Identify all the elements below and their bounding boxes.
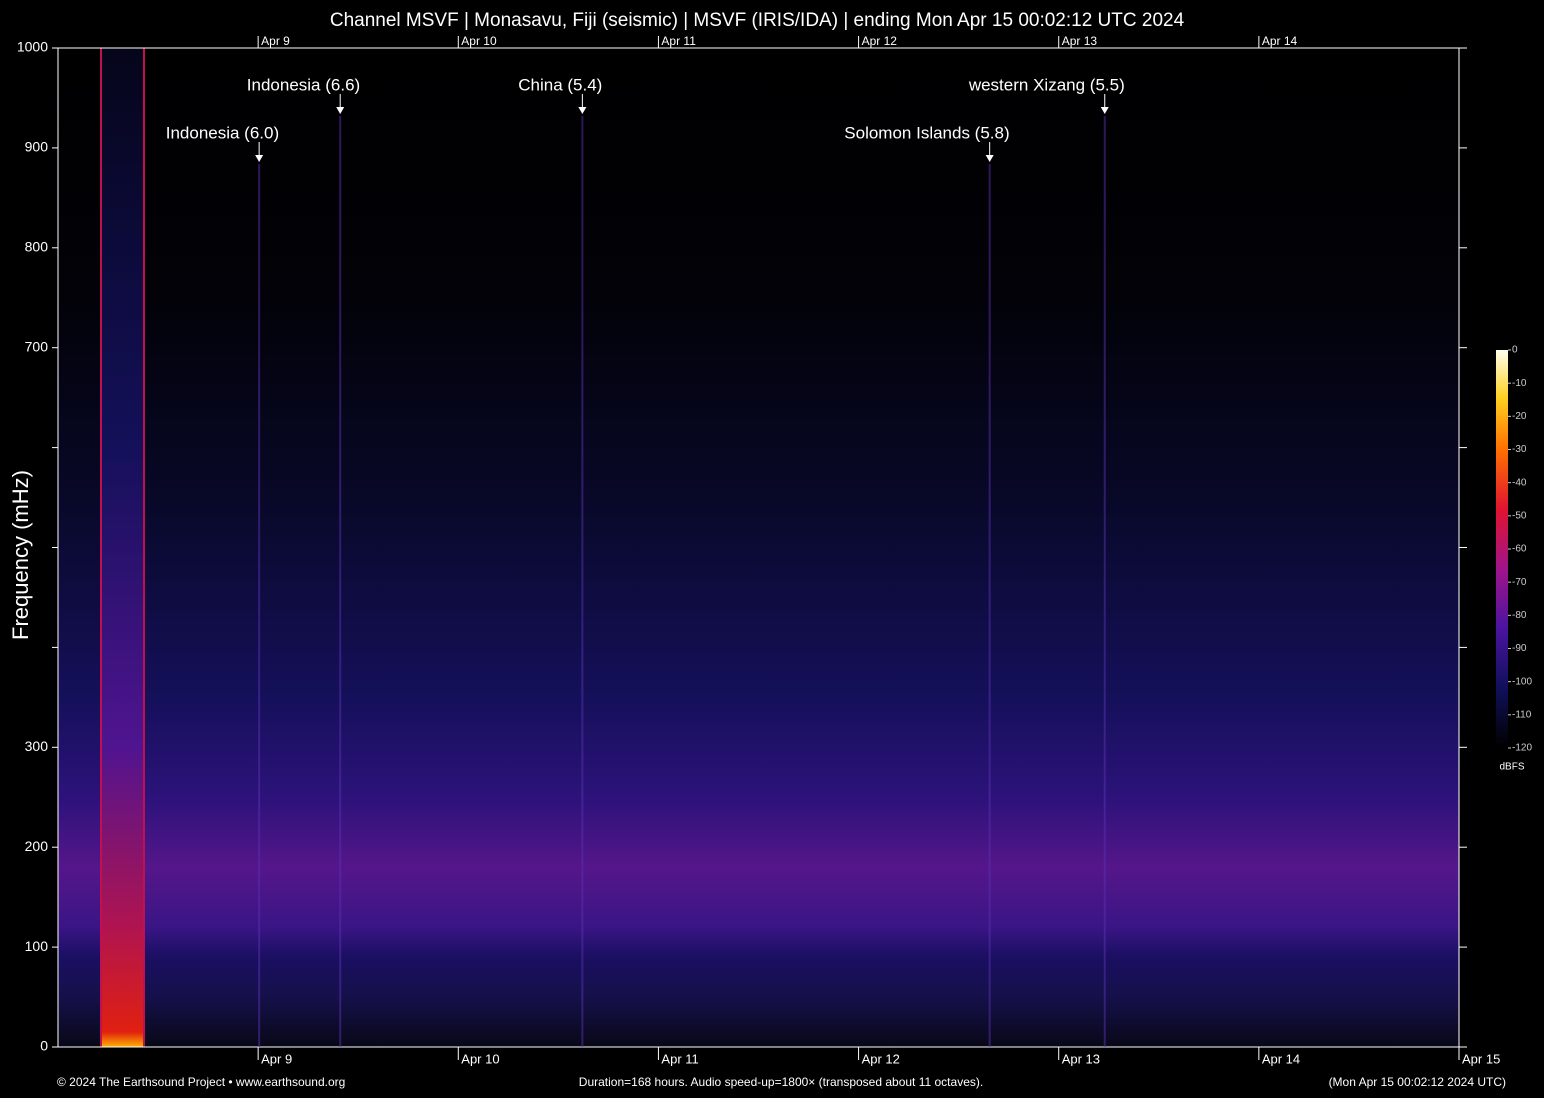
annotation-arrowhead [1100, 107, 1109, 114]
annotation: Indonesia (6.0) [166, 123, 279, 142]
x-tick-label-top: Apr 13 [1062, 34, 1098, 48]
footer-center: Duration=168 hours. Audio speed-up=1800×… [579, 1075, 983, 1089]
annotation: western Xizang (5.5) [968, 75, 1125, 94]
colorbar-label: dBFS [1499, 762, 1524, 773]
y-tick-label: 300 [25, 738, 49, 754]
spectrogram-image [58, 48, 1459, 1047]
x-tick-label: Apr 12 [862, 1051, 900, 1066]
colorbar-tick-label: 0 [1512, 345, 1518, 356]
x-tick-label-top: Apr 11 [661, 34, 696, 48]
colorbar-tick-label: -80 [1512, 610, 1527, 621]
colorbar-tick-label: -20 [1512, 411, 1527, 422]
x-tick-label: Apr 9 [261, 1051, 292, 1066]
y-tick-label: 0 [40, 1038, 48, 1054]
colorbar-tick-label: -90 [1512, 643, 1527, 654]
annotation: Solomon Islands (5.8) [844, 123, 1009, 142]
footer-left: © 2024 The Earthsound Project • www.eart… [57, 1075, 345, 1089]
x-tick-label: Apr 10 [461, 1051, 499, 1066]
x-tick-label: Apr 11 [661, 1051, 698, 1066]
annotation-arrowhead [255, 155, 264, 162]
x-tick-label-top: Apr 10 [461, 34, 497, 48]
x-tick-label-top: Apr 12 [862, 34, 898, 48]
x-tick-label: Apr 13 [1062, 1051, 1100, 1066]
x-tick-label: Apr 14 [1262, 1051, 1300, 1066]
colorbar [1496, 350, 1508, 748]
annotation-arrowhead [985, 155, 994, 162]
y-axis-label: Frequency (mHz) [8, 470, 33, 640]
colorbar-tick-label: -110 [1512, 709, 1532, 720]
colorbar-tick-label: -120 [1512, 743, 1532, 754]
spectrogram-edge [100, 48, 102, 1047]
x-tick-label-top: Apr 14 [1262, 34, 1298, 48]
y-tick-label: 800 [25, 239, 49, 255]
footer-right: (Mon Apr 15 00:02:12 2024 UTC) [1329, 1075, 1506, 1089]
colorbar-tick-label: -100 [1512, 676, 1532, 687]
spectrogram-edge [143, 48, 145, 1047]
colorbar-tick-label: -40 [1512, 477, 1527, 488]
colorbar-tick-label: -30 [1512, 444, 1527, 455]
x-tick-label-top: Apr 9 [261, 34, 290, 48]
annotation: China (5.4) [518, 75, 602, 94]
y-tick-label: 1000 [17, 39, 48, 55]
spectrogram-strip [100, 48, 145, 1047]
y-tick-label: 700 [25, 338, 49, 354]
annotation: Indonesia (6.6) [247, 75, 360, 94]
colorbar-tick-label: -70 [1512, 577, 1527, 588]
annotation-arrowhead [336, 107, 345, 114]
y-tick-label: 100 [25, 938, 49, 954]
colorbar-tick-label: -10 [1512, 378, 1527, 389]
colorbar-tick-label: -60 [1512, 544, 1527, 555]
y-tick-label: 200 [25, 838, 49, 854]
x-tick-label: Apr 15 [1462, 1051, 1500, 1066]
annotation-arrowhead [578, 107, 587, 114]
colorbar-tick-label: -50 [1512, 510, 1527, 521]
y-tick-label: 900 [25, 139, 49, 155]
chart-title: Channel MSVF | Monasavu, Fiji (seismic) … [330, 10, 1185, 31]
